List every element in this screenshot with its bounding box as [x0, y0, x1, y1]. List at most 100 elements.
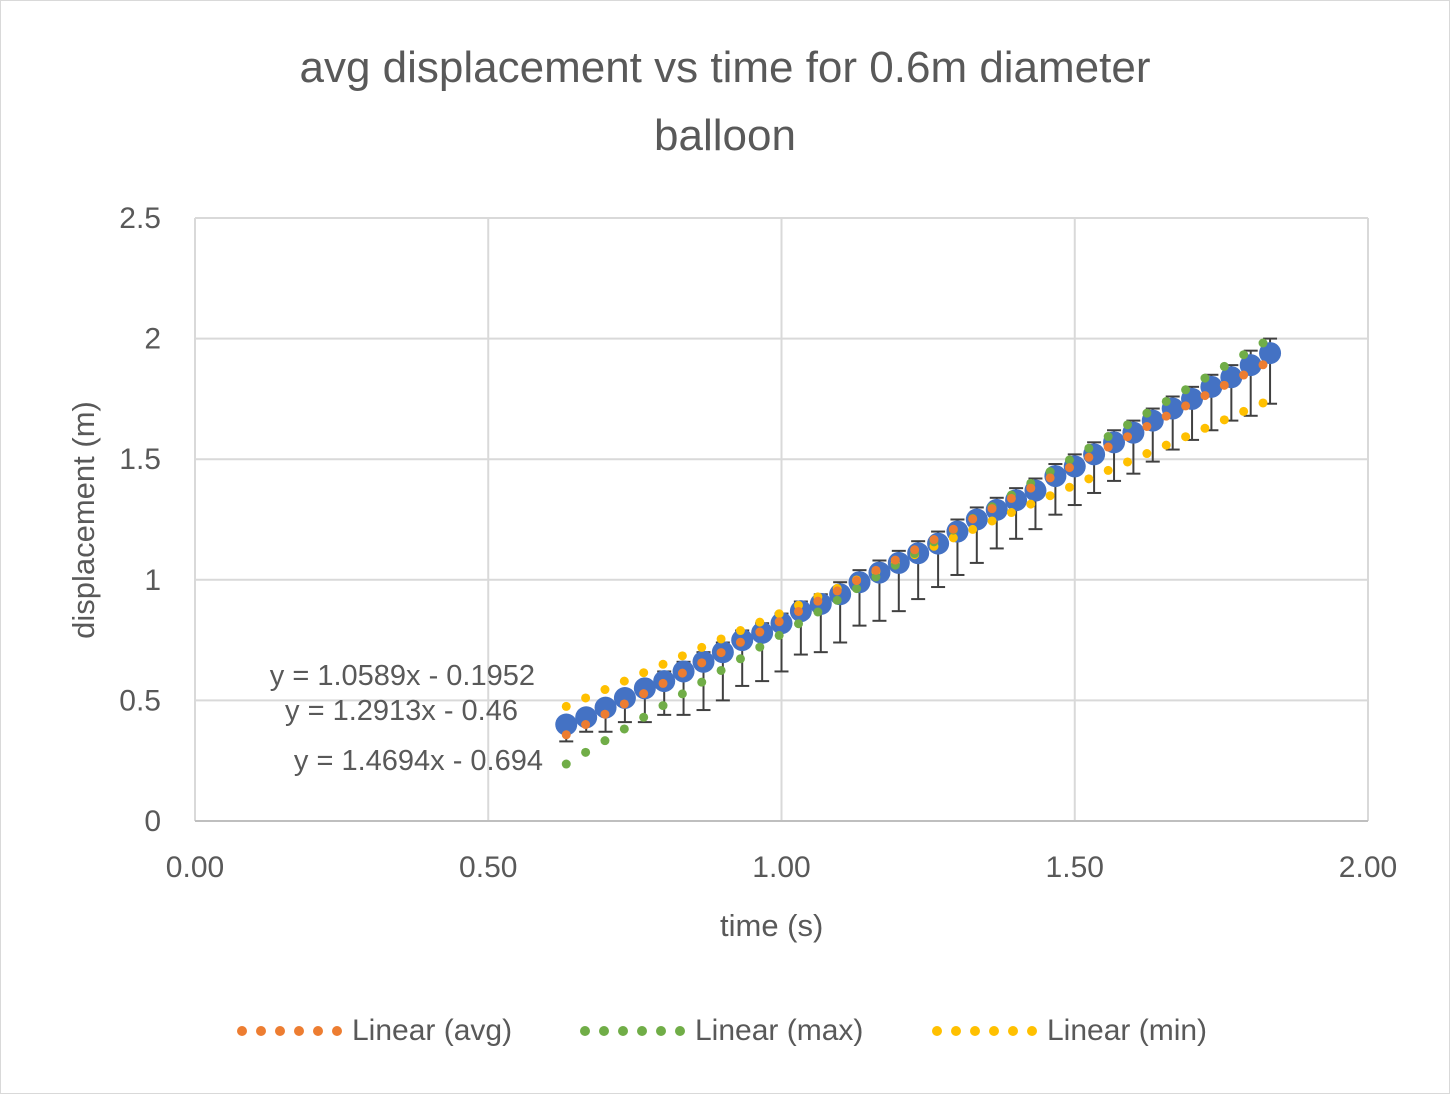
- trendline-max-dot: [600, 736, 610, 746]
- legend-swatch-avg: [237, 1026, 342, 1036]
- legend-swatch-min: [932, 1026, 1037, 1036]
- trendline-max-dot: [619, 724, 629, 734]
- trendline-min-dot: [697, 642, 707, 652]
- trendline-min-dot: [639, 668, 649, 678]
- trendline-min-dot: [774, 609, 784, 619]
- trendline-min-dot: [619, 676, 629, 686]
- trendline-avg-dot: [832, 586, 842, 596]
- trendline-avg-dot: [1200, 391, 1210, 401]
- trendline-max-dot: [755, 642, 765, 652]
- trendline-max-dot: [581, 747, 591, 757]
- legend-swatch-dot: [1008, 1026, 1018, 1036]
- y-tick-label: 2.5: [119, 202, 161, 235]
- legend: Linear (avg) Linear (max) Linear (min): [0, 1008, 1450, 1054]
- legend-swatch-dot: [656, 1026, 666, 1036]
- legend-swatch-dot: [294, 1026, 304, 1036]
- y-tick-label: 0: [144, 805, 161, 838]
- trendline-min-dot: [1142, 449, 1152, 459]
- trendline-avg-dot: [639, 689, 649, 699]
- trendline-avg-dot: [561, 730, 571, 740]
- legend-swatch-dot: [599, 1026, 609, 1036]
- trendline-min-dot: [987, 516, 997, 526]
- trendline-min-dot: [581, 693, 591, 703]
- trendline-min-dot: [1103, 465, 1113, 475]
- trendline-min-dot: [658, 659, 668, 669]
- trendline-max-dot: [1219, 361, 1229, 371]
- trendline-min-dot: [1161, 440, 1171, 450]
- x-tick-label: 0.50: [459, 851, 517, 884]
- x-tick-label: 0.00: [166, 851, 224, 884]
- trendline-max-dot: [1181, 385, 1191, 395]
- trendline-avg-dot: [774, 617, 784, 627]
- trendline-min-dot: [600, 685, 610, 695]
- legend-swatch-dot: [256, 1026, 266, 1036]
- data-point: [1239, 354, 1262, 377]
- x-axis-title: time (s): [720, 908, 824, 943]
- legend-swatch-dot: [618, 1026, 628, 1036]
- trendline-max-dot: [1161, 396, 1171, 406]
- trendline-avg-dot: [929, 535, 939, 545]
- trendline-min-dot: [1026, 499, 1036, 509]
- trendline-avg-dot: [1103, 442, 1113, 452]
- y-tick-label: 1.5: [119, 443, 161, 476]
- trendline-avg-dot: [1161, 411, 1171, 421]
- trendline-max-dot: [1123, 420, 1133, 430]
- trendline-avg-dot: [581, 720, 591, 730]
- trendline-avg-dot: [987, 504, 997, 514]
- trendline-avg-dot: [1064, 463, 1074, 473]
- trendline-min-dot: [1219, 415, 1229, 425]
- trendline-avg-dot: [677, 668, 687, 678]
- trendline-equation: y = 1.2913x - 0.46: [285, 695, 518, 727]
- trendline-avg-dot: [1006, 493, 1016, 503]
- trendline-max-dot: [832, 595, 842, 605]
- trendline-max-dot: [716, 665, 726, 675]
- x-tick-label: 2.00: [1339, 851, 1397, 884]
- trendline-avg-dot: [890, 555, 900, 565]
- trendline-max-dot: [1084, 443, 1094, 453]
- trendline-avg-dot: [871, 565, 881, 575]
- x-tick-label: 1.00: [752, 851, 810, 884]
- trendline-min-dot: [1064, 482, 1074, 492]
- legend-item-min: Linear (min): [931, 1008, 1207, 1054]
- legend-item-avg: Linear (avg): [236, 1008, 512, 1054]
- trendline-max-dot: [774, 630, 784, 640]
- trendline-min-dot: [1200, 423, 1210, 433]
- trendline-avg-dot: [1239, 370, 1249, 380]
- trendline-min-dot: [755, 617, 765, 627]
- trendline-avg-dot: [1142, 421, 1152, 431]
- trendline-min-dot: [948, 533, 958, 543]
- trendline-avg-dot: [600, 709, 610, 719]
- trendline-min-dot: [1258, 398, 1268, 408]
- trendline-min-dot: [794, 600, 804, 610]
- legend-swatch-dot: [237, 1026, 247, 1036]
- trendline-avg-dot: [1219, 380, 1229, 390]
- trendline-min-dot: [1123, 457, 1133, 467]
- trendline-avg-dot: [1258, 360, 1268, 370]
- trendline-max-dot: [658, 701, 668, 711]
- trendline-max-dot: [1258, 338, 1268, 348]
- legend-swatch-dot: [313, 1026, 323, 1036]
- trendline-avg-dot: [948, 524, 958, 534]
- data-point: [555, 713, 578, 736]
- trendline-equation: y = 1.4694x - 0.694: [294, 745, 543, 777]
- trendline-avg-dot: [716, 648, 726, 658]
- legend-swatch-max: [580, 1026, 685, 1036]
- trendline-min-dot: [1181, 432, 1191, 442]
- trendline-min-dot: [1084, 474, 1094, 484]
- y-axis-title: displacement (m): [66, 401, 101, 639]
- trendline-min-dot: [561, 701, 571, 711]
- trendline-min-dot: [1045, 491, 1055, 501]
- y-tick-label: 0.5: [119, 684, 161, 717]
- legend-label-max: Linear (max): [695, 1014, 864, 1047]
- trendline-max-dot: [561, 759, 571, 769]
- chart-title-line-1: avg displacement vs time for 0.6m diamet…: [299, 43, 1151, 92]
- legend-swatch-dot: [1027, 1026, 1037, 1036]
- legend-label-min: Linear (min): [1047, 1014, 1208, 1047]
- trendline-min-dot: [735, 626, 745, 636]
- legend-swatch-dot: [637, 1026, 647, 1036]
- trendline-max-dot: [1045, 467, 1055, 477]
- trendline-avg-dot: [1026, 483, 1036, 493]
- x-tick-label: 1.50: [1046, 851, 1104, 884]
